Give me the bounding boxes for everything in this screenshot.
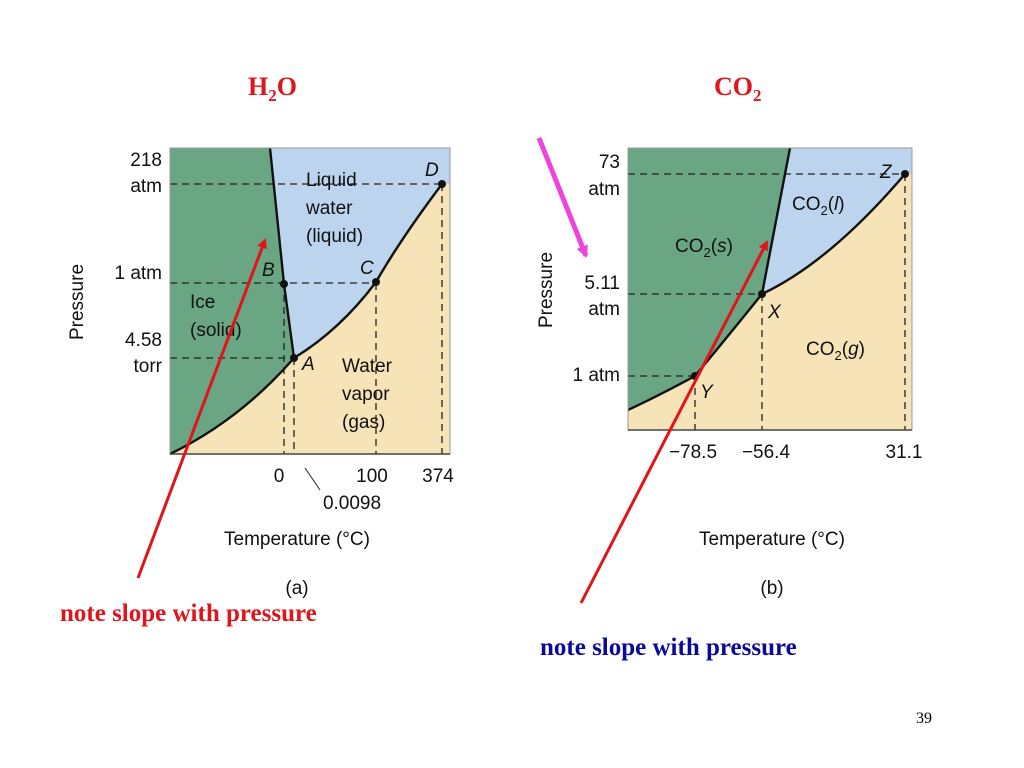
region-gas-label-1: Water (342, 356, 393, 377)
a-xtick-374: 374 (422, 466, 454, 487)
point-b (280, 280, 288, 288)
b-x-axis-label: Temperature (°C) (699, 529, 845, 550)
region-co2-liquid-label: CO2(l) (792, 194, 845, 218)
a-caption: (a) (285, 578, 308, 599)
label-a: A (301, 354, 315, 375)
b-ytick-511: 5.11 (584, 273, 620, 294)
label-z: Z (879, 162, 893, 183)
b-ytick-1atm: 1 atm (572, 365, 620, 386)
a-y-axis-label: Pressure (67, 264, 88, 340)
arrow-left-icon (136, 238, 267, 579)
a-xtick-triple: 0.0098 (323, 493, 381, 514)
label-y: Y (700, 382, 714, 403)
b-xtick-311: 31.1 (886, 442, 923, 463)
a-ytick-torr: torr (134, 356, 163, 377)
label-d: D (425, 160, 439, 181)
region-solid-a (170, 148, 294, 454)
b-ytick-atm-2: atm (588, 299, 620, 320)
b-ytick-73: 73 (599, 152, 620, 173)
label-c: C (360, 258, 374, 279)
a-ytick-atm: atm (130, 176, 162, 197)
b-caption: (b) (760, 578, 783, 599)
a-xtick-100: 100 (356, 466, 388, 487)
label-b: B (262, 260, 275, 281)
region-solid-b (628, 148, 790, 410)
b-ytick-atm-1: atm (588, 179, 620, 200)
a-ytick-458: 4.58 (125, 330, 162, 351)
point-z (901, 170, 909, 178)
region-liquid-a (270, 148, 450, 358)
region-liquid-b (762, 148, 912, 294)
b-y-axis-label: Pressure (536, 252, 557, 328)
title-co2: CO2 (714, 72, 762, 106)
page-number: 39 (916, 710, 932, 727)
panel-a: A B C D Liquid water (liquid) Ice (solid… (67, 147, 454, 599)
region-co2-gas-label: CO2(g) (806, 339, 865, 363)
region-solid-label-1: Ice (190, 292, 215, 313)
a-ytick-1atm: 1 atm (114, 263, 162, 284)
a-ytick-218: 218 (130, 150, 162, 171)
label-x: X (767, 302, 782, 323)
arrow-magenta-icon (536, 137, 589, 258)
a-xtick-0: 0 (274, 466, 285, 487)
note-right: note slope with pressure (540, 634, 797, 661)
region-gas-label-3: (gas) (342, 412, 385, 433)
region-liquid-label-1: Liquid (306, 170, 357, 191)
note-left: note slope with pressure (60, 600, 317, 627)
arrow-right-icon (579, 240, 769, 604)
panel-b: X Y Z CO2(s) CO2(l) CO2(g) 73 atm 5.11 a… (536, 147, 923, 599)
region-co2-solid-label: CO2(s) (675, 236, 733, 260)
b-xtick-785: −78.5 (669, 442, 717, 463)
region-gas-label-2: vapor (342, 384, 390, 405)
b-xtick-564: −56.4 (742, 442, 791, 463)
point-d (438, 180, 446, 188)
region-liquid-label-3: (liquid) (306, 226, 363, 247)
region-liquid-label-2: water (305, 198, 353, 219)
a-x-axis-label: Temperature (°C) (224, 529, 370, 550)
point-c (372, 278, 380, 286)
title-h2o: H2O (248, 72, 297, 106)
point-a (290, 354, 298, 362)
point-x (758, 290, 766, 298)
